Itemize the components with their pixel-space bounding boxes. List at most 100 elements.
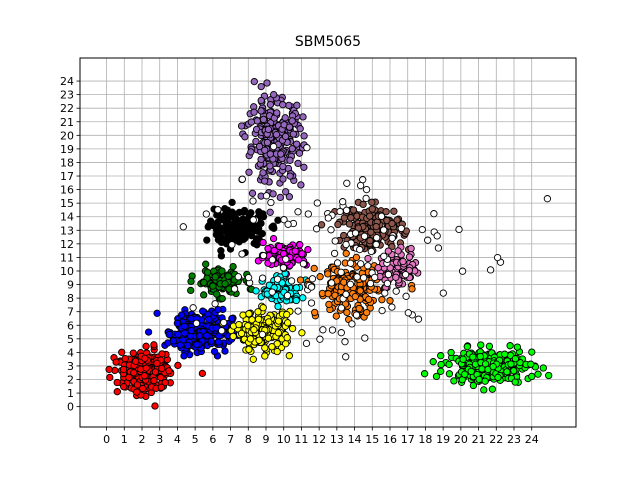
data-point (349, 206, 358, 214)
data-point (224, 227, 232, 235)
x-tick-label: 7 (227, 433, 234, 446)
data-point (276, 193, 284, 202)
data-point (184, 341, 192, 350)
data-point (142, 342, 150, 350)
data-point (294, 307, 302, 315)
data-point (240, 225, 248, 234)
data-point (274, 302, 282, 311)
data-point (353, 273, 361, 281)
data-point (316, 273, 324, 281)
data-point (352, 311, 361, 319)
data-point (198, 369, 207, 378)
data-point (291, 247, 299, 255)
data-point (263, 138, 272, 147)
y-tick-label: 0 (67, 401, 74, 414)
data-point (366, 212, 374, 220)
data-point (345, 220, 354, 228)
data-point (485, 342, 494, 350)
data-point (363, 308, 371, 317)
data-point (342, 240, 350, 249)
data-point (269, 190, 277, 198)
data-point (253, 117, 261, 125)
x-tick-label: 4 (174, 433, 181, 446)
data-point (273, 340, 281, 348)
data-point (217, 252, 226, 260)
data-point (319, 326, 327, 334)
data-point (230, 227, 239, 235)
data-point (362, 194, 370, 203)
data-point (300, 163, 308, 171)
data-point (418, 225, 426, 234)
data-point (285, 101, 293, 110)
data-point (503, 368, 511, 376)
data-point (230, 285, 239, 293)
data-point (282, 188, 290, 196)
data-point (267, 198, 275, 207)
data-point (337, 268, 345, 276)
data-point (211, 273, 219, 281)
data-point (266, 208, 274, 216)
data-point (380, 226, 388, 234)
data-point (312, 225, 321, 233)
data-point (324, 270, 332, 278)
chart-title: SBM5065 (294, 34, 362, 50)
data-point (283, 310, 291, 319)
data-point (180, 352, 188, 360)
data-point (528, 348, 536, 356)
data-point (161, 378, 169, 387)
data-point (299, 260, 308, 268)
data-point (187, 277, 195, 286)
data-point (274, 329, 283, 337)
data-point (228, 198, 236, 207)
data-point (511, 355, 520, 363)
data-point (386, 297, 394, 305)
data-point (229, 332, 237, 341)
data-point (351, 292, 359, 301)
data-point (330, 249, 339, 258)
data-point (151, 368, 160, 376)
data-point (307, 299, 316, 307)
data-point (257, 82, 265, 91)
data-point (331, 237, 339, 245)
data-point (294, 256, 303, 264)
data-point (346, 280, 355, 288)
x-tick-label: 22 (489, 433, 503, 446)
data-point (362, 185, 371, 194)
plot-frame (79, 57, 577, 428)
data-point (273, 347, 281, 356)
data-point (399, 257, 407, 266)
data-point (458, 267, 467, 275)
data-point (333, 259, 342, 267)
data-point (429, 358, 437, 366)
data-point (283, 291, 292, 300)
data-point (274, 317, 283, 325)
x-tick-label: 3 (156, 433, 163, 446)
data-point (238, 175, 246, 183)
data-point (125, 373, 133, 382)
data-point (174, 330, 182, 339)
data-point (246, 335, 255, 343)
data-point (277, 150, 285, 158)
data-point (273, 109, 281, 117)
data-point (388, 234, 396, 242)
data-point (224, 272, 232, 280)
data-point (248, 189, 257, 197)
data-point (259, 304, 267, 312)
data-point (280, 216, 288, 224)
data-point (393, 216, 401, 224)
data-point (258, 230, 266, 238)
data-point (254, 308, 262, 316)
data-point (489, 362, 497, 371)
data-point (238, 250, 246, 258)
data-point (279, 264, 288, 272)
data-point (296, 276, 305, 284)
x-tick-label: 5 (192, 433, 199, 446)
data-point (158, 364, 166, 373)
data-point (388, 219, 396, 228)
data-point (282, 340, 290, 348)
data-point (289, 130, 298, 138)
data-point (221, 280, 229, 288)
data-point (269, 142, 278, 151)
data-point (445, 370, 454, 378)
data-point (218, 267, 226, 275)
